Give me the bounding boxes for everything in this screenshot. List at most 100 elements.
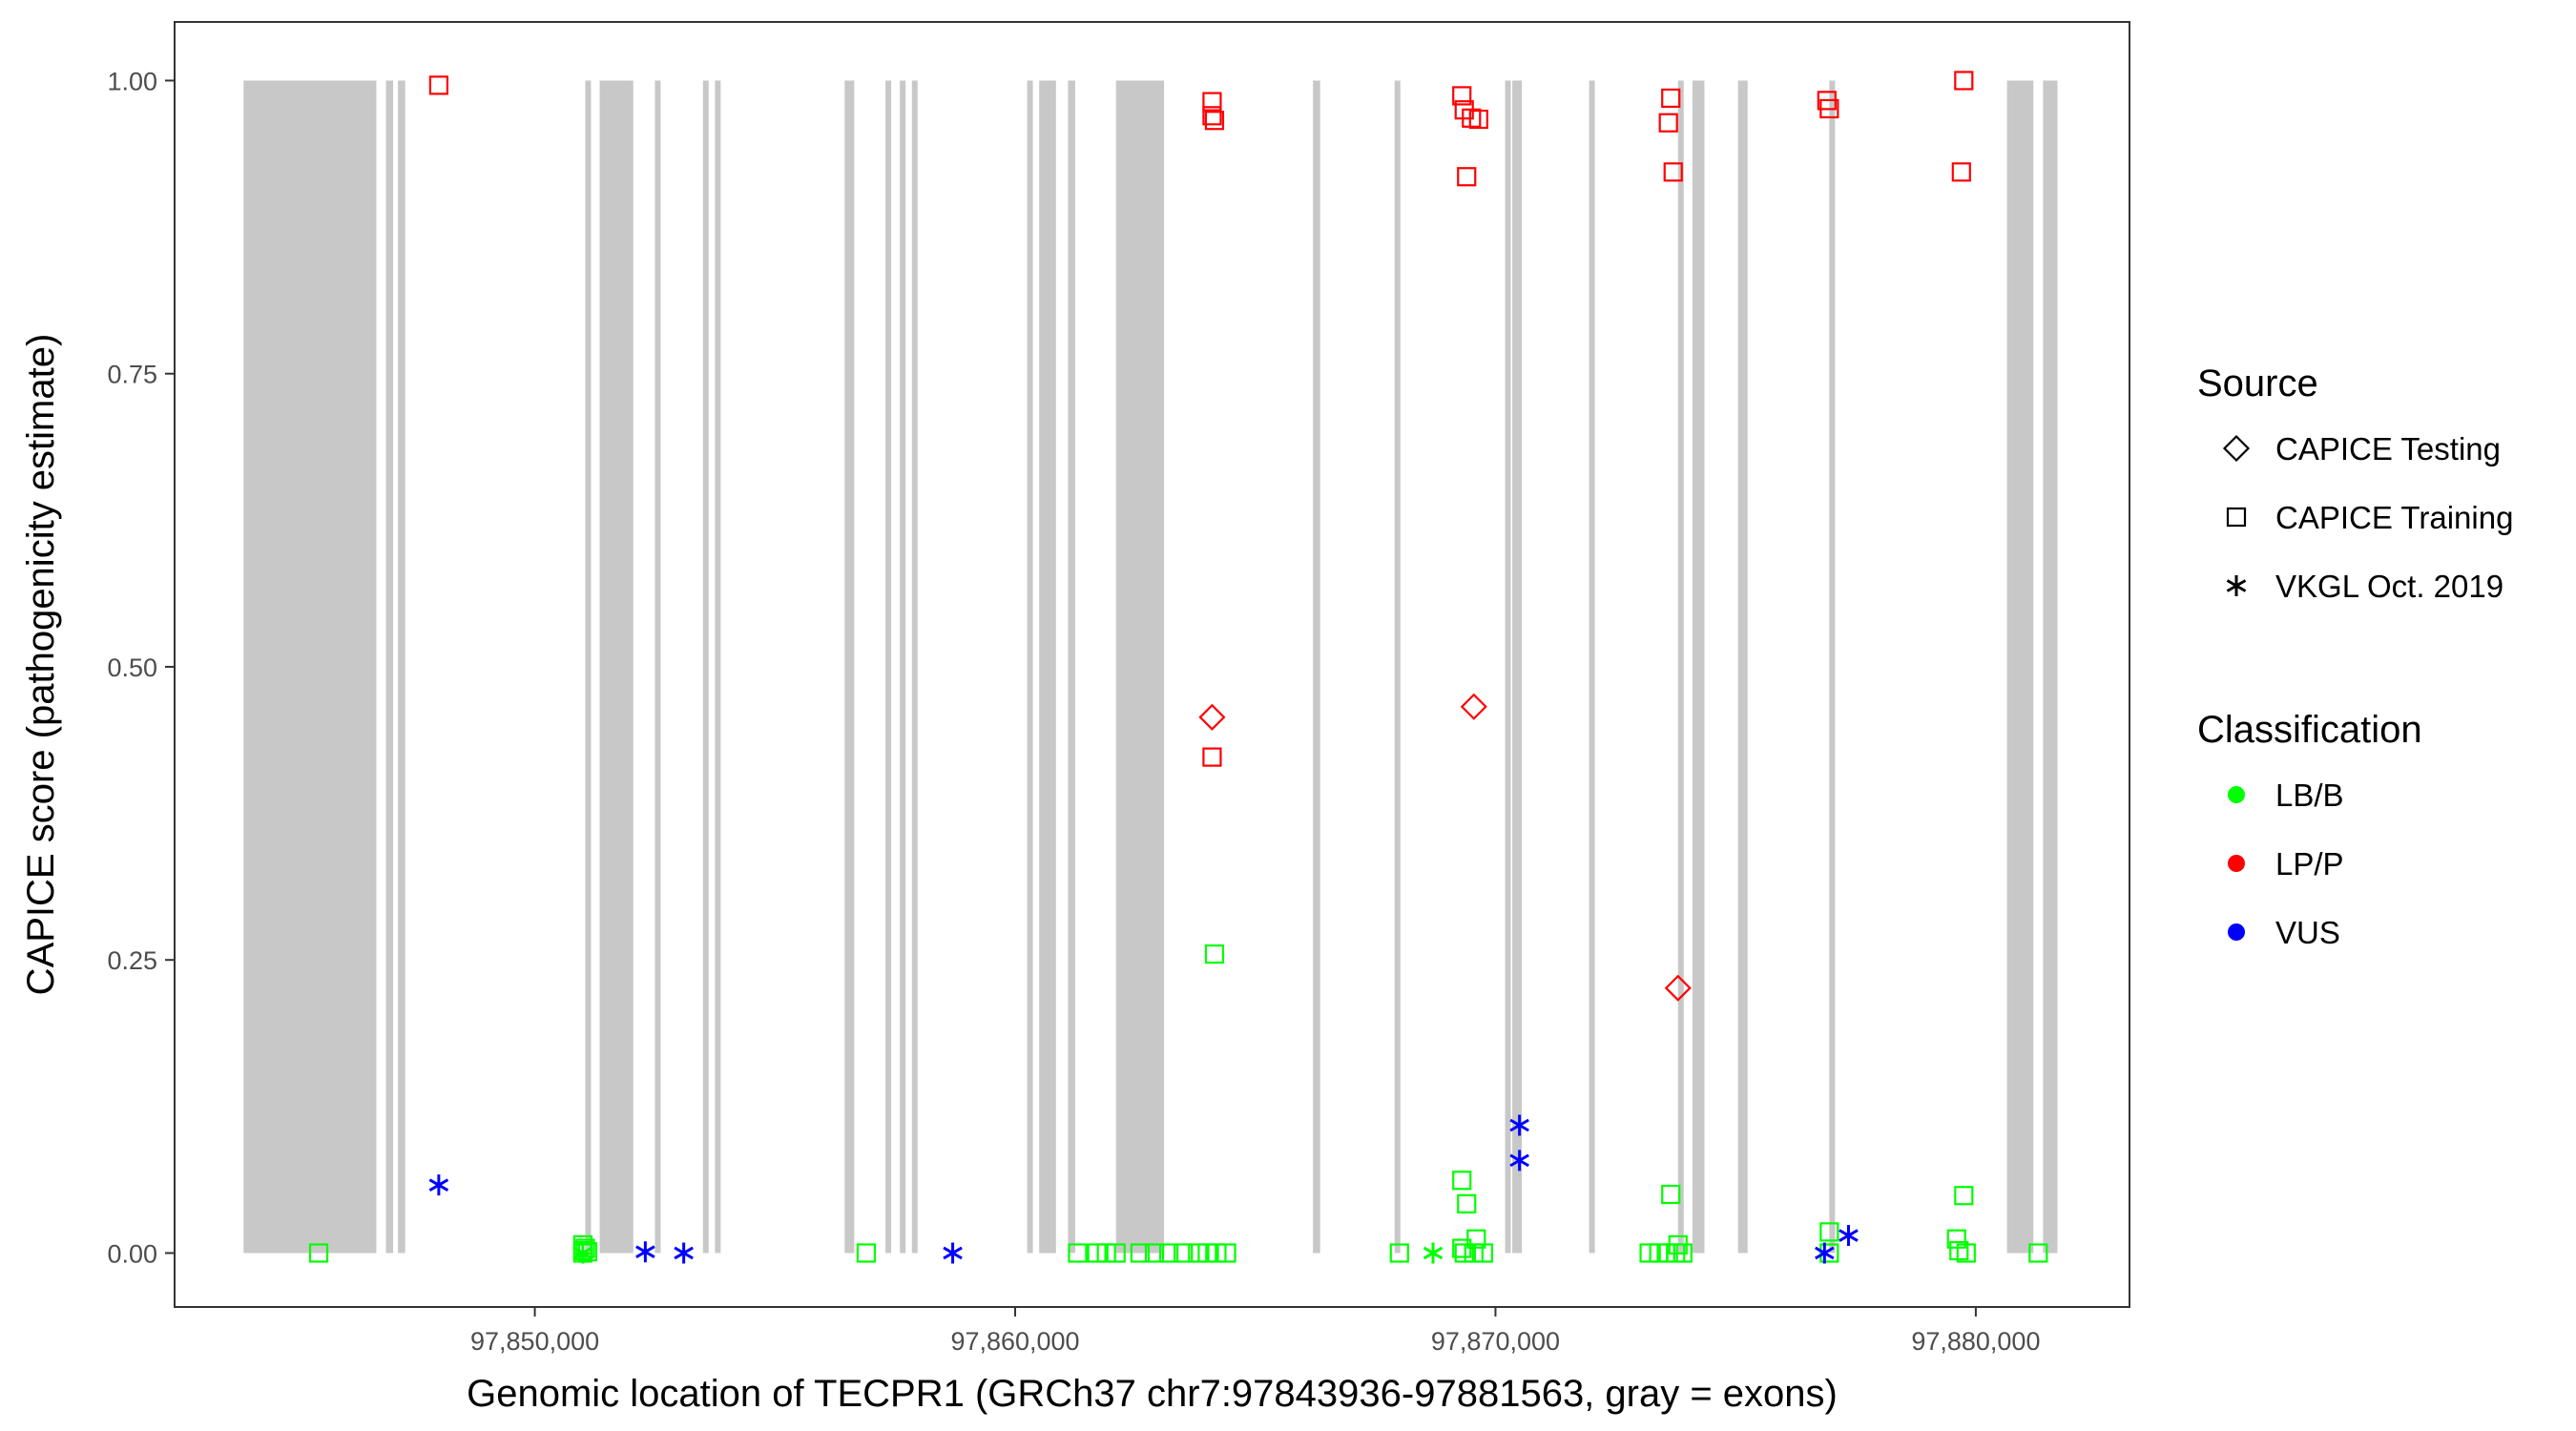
legend: Source CAPICE Testing CAPICE Training VKGL …: [2197, 363, 2513, 950]
y-tick-label: 0.00: [107, 1239, 157, 1268]
exon-band: [2043, 80, 2058, 1254]
exon-band: [2006, 80, 2034, 1254]
data-point: [1159, 1243, 1179, 1263]
exon-band: [654, 80, 661, 1254]
exon-band: [1068, 80, 1075, 1254]
data-point: [1668, 1234, 1688, 1255]
data-point: [1216, 1243, 1236, 1263]
y-axis-title: CAPICE score (pathogenicity estimate): [20, 334, 62, 996]
exon-band: [1394, 80, 1401, 1254]
data-point: [2028, 1243, 2048, 1263]
y-axis: 0.00 0.25 0.50 0.75 1.00: [107, 67, 175, 1268]
exon-band: [1313, 80, 1320, 1254]
data-point: [1204, 944, 1225, 964]
data-point: [1462, 108, 1482, 128]
data-point: [1951, 162, 1971, 182]
data-point: [856, 1243, 877, 1263]
legend-label: VKGL Oct. 2019: [2275, 569, 2503, 604]
x-tick-label: 97,850,000: [470, 1327, 599, 1356]
exon-band: [1589, 80, 1595, 1254]
exon-band: [1677, 80, 1684, 1254]
legend-key: [2226, 575, 2247, 596]
exon-band: [585, 80, 592, 1254]
plot-panel-border: [174, 21, 2130, 1308]
legend-key: [2228, 786, 2245, 803]
exon-band: [1115, 80, 1165, 1254]
legend-label: LB/B: [2275, 778, 2344, 813]
exon-band: [715, 80, 721, 1254]
data-point: [1815, 1242, 1835, 1264]
data-point: [1661, 88, 1681, 108]
y-tick-label: 0.50: [107, 653, 157, 682]
legend-title: Source: [2197, 363, 2318, 404]
data-point: [1839, 1225, 1859, 1247]
data-point: [1198, 703, 1226, 731]
exon-band: [1027, 80, 1033, 1254]
legend-label: LP/P: [2275, 846, 2344, 881]
data-point: [1452, 1238, 1472, 1258]
data-point: [1663, 162, 1683, 182]
data-point: [428, 1174, 449, 1196]
exon-band: [1039, 80, 1056, 1254]
exon-band: [599, 80, 634, 1254]
data-point: [572, 1242, 593, 1264]
data-point: [1457, 167, 1477, 187]
data-point: [1174, 1243, 1194, 1263]
exon-band: [1737, 80, 1748, 1254]
data-point: [1473, 1243, 1493, 1263]
data-point: [674, 1242, 694, 1264]
exon-band: [385, 80, 394, 1254]
data-point: [1144, 1243, 1165, 1263]
data-points: [308, 71, 2048, 1264]
data-point: [1509, 1150, 1529, 1172]
data-point: [1389, 1243, 1409, 1263]
x-axis-title: Genomic location of TECPR1 (GRCh37 chr7:…: [467, 1373, 1838, 1415]
data-point: [1202, 106, 1222, 126]
data-point: [1452, 1171, 1472, 1191]
data-point: [1954, 1186, 1974, 1206]
legend-label: CAPICE Testing: [2275, 431, 2501, 467]
y-tick-label: 0.75: [107, 361, 157, 389]
exon-band: [1692, 80, 1705, 1254]
legend-label: VUS: [2275, 915, 2340, 950]
exon-band: [1512, 80, 1523, 1254]
legend-key: [2222, 434, 2251, 463]
data-point: [943, 1242, 963, 1264]
data-point: [1956, 1243, 1976, 1263]
exon-band: [1505, 80, 1511, 1254]
data-point: [635, 1241, 655, 1263]
data-point: [1130, 1243, 1151, 1263]
exon-band: [243, 80, 377, 1254]
data-point: [1457, 1193, 1477, 1213]
exon-band: [1829, 80, 1836, 1254]
y-tick-label: 0.25: [107, 946, 157, 975]
exon-band: [911, 80, 918, 1254]
data-point: [1106, 1243, 1126, 1263]
legend-key: [2226, 507, 2247, 528]
legend-label: CAPICE Training: [2275, 500, 2513, 535]
data-point: [1460, 693, 1487, 720]
data-point: [1468, 109, 1488, 130]
legend-key: [2228, 923, 2245, 941]
data-point: [1664, 974, 1692, 1002]
x-tick-label: 97,880,000: [1911, 1327, 2040, 1356]
data-point: [1949, 1240, 1969, 1261]
x-tick-label: 97,870,000: [1431, 1327, 1560, 1356]
x-axis: 97,850,000 97,860,000 97,870,000 97,880,000: [470, 1307, 2040, 1356]
data-point: [1452, 86, 1472, 106]
legend-key: [2228, 855, 2245, 872]
exon-bands: [243, 80, 2058, 1254]
legend-title: Classification: [2197, 709, 2422, 751]
exon-band: [885, 80, 892, 1254]
data-point: [428, 75, 448, 95]
exon-band: [398, 80, 405, 1254]
data-point: [1509, 1114, 1529, 1136]
data-point: [1954, 71, 1974, 91]
data-point: [1819, 98, 1839, 119]
data-point: [1819, 1222, 1839, 1242]
exon-band: [900, 80, 906, 1254]
data-point: [1661, 1184, 1681, 1205]
x-tick-label: 97,860,000: [950, 1327, 1079, 1356]
data-point: [1658, 113, 1678, 133]
